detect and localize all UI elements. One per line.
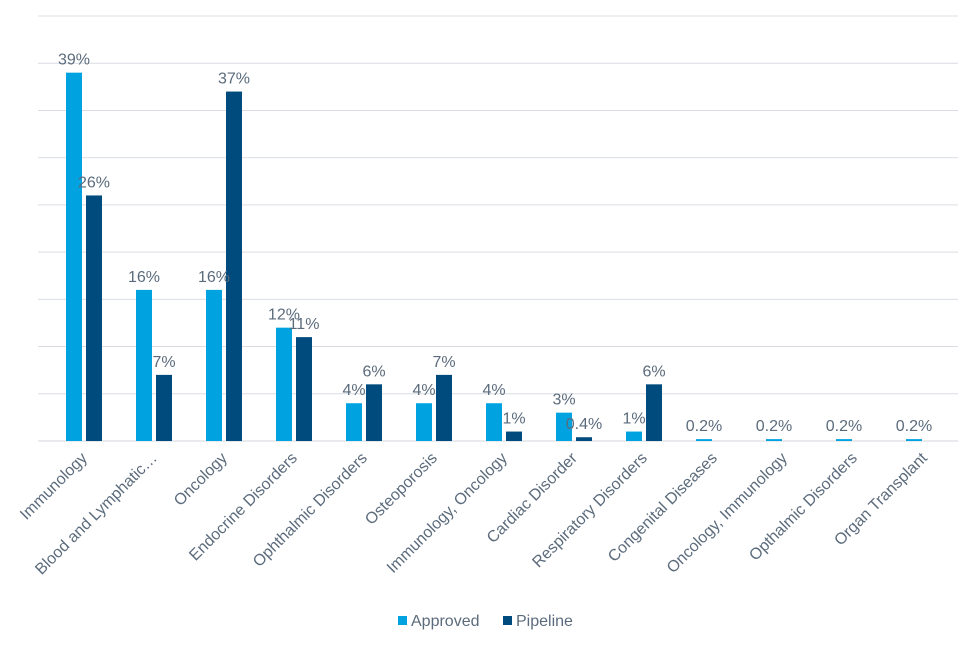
x-tick-label: Immunology [17, 450, 91, 524]
bar-approved [696, 439, 712, 441]
data-label-approved: 12% [268, 307, 300, 324]
bar-approved [766, 439, 782, 441]
gridlines [38, 15, 958, 442]
bar-approved [486, 403, 502, 441]
data-labels: 39% 26% 16% 7% 16% 37% 12%11% 4% 6% 4% 7% 4% 1% 3% 0.4… [58, 52, 932, 435]
bar-approved [346, 403, 362, 441]
data-label-approved: 0.2% [686, 418, 722, 435]
x-tick-label: Immunology, Oncology [384, 450, 511, 577]
data-label-pipeline: 6% [362, 363, 385, 380]
legend-swatch-approved [398, 616, 407, 625]
bar-approved [66, 72, 82, 442]
data-label-pipeline: 0.4% [566, 416, 602, 433]
bar-pipeline [226, 91, 242, 442]
legend-label-pipeline: Pipeline [516, 613, 573, 630]
data-label-approved: 16% [198, 269, 230, 286]
bar-pipeline [436, 374, 452, 441]
data-label-approved: 4% [412, 382, 435, 399]
x-tick-label: Oncology [171, 450, 231, 510]
x-tick-label: Ophthalmic Disorders [250, 450, 371, 571]
bar-pipeline [646, 384, 662, 441]
data-label-pipeline: 7% [432, 354, 455, 371]
data-label-approved: 0.2% [826, 418, 862, 435]
bar-approved [906, 439, 922, 441]
data-label-pipeline: 7% [152, 354, 175, 371]
data-label-pipeline: 37% [218, 71, 250, 88]
data-label-approved: 16% [128, 269, 160, 286]
bars [66, 72, 922, 442]
bar-pipeline [296, 337, 312, 441]
data-label-pipeline: 1% [502, 411, 525, 428]
legend: Approved Pipeline [398, 613, 573, 630]
bar-pipeline [506, 431, 522, 441]
data-label-approved: 39% [58, 52, 90, 69]
data-label-approved: 0.2% [756, 418, 792, 435]
legend-swatch-pipeline [503, 616, 512, 625]
legend-label-approved: Approved [411, 613, 480, 630]
bar-pipeline [366, 384, 382, 441]
bar-pipeline [576, 437, 592, 441]
bar-approved [276, 327, 292, 441]
data-label-approved: 3% [552, 392, 575, 409]
bar-approved [416, 403, 432, 441]
x-tick-label: Blood and Lymphatic… [32, 450, 161, 579]
bar-approved [556, 412, 572, 441]
data-label-pipeline: 11% [289, 316, 320, 333]
bar-pipeline [86, 195, 102, 441]
data-label-approved: 0.2% [896, 418, 932, 435]
bar-approved [626, 431, 642, 441]
x-tick-label: Respiratory Disorders [529, 450, 650, 571]
data-label-approved: 4% [342, 382, 365, 399]
data-label-approved: 4% [482, 382, 505, 399]
bar-approved [206, 289, 222, 441]
x-tick-label: Oncology, Immunology [664, 450, 791, 577]
bar-pipeline [156, 374, 172, 441]
bar-approved [136, 289, 152, 441]
bar-approved [836, 439, 852, 441]
data-label-pipeline: 26% [78, 174, 110, 191]
data-label-pipeline: 6% [642, 363, 665, 380]
x-tick-label: Osteoporosis [362, 450, 441, 529]
data-label-approved: 1% [622, 411, 645, 428]
